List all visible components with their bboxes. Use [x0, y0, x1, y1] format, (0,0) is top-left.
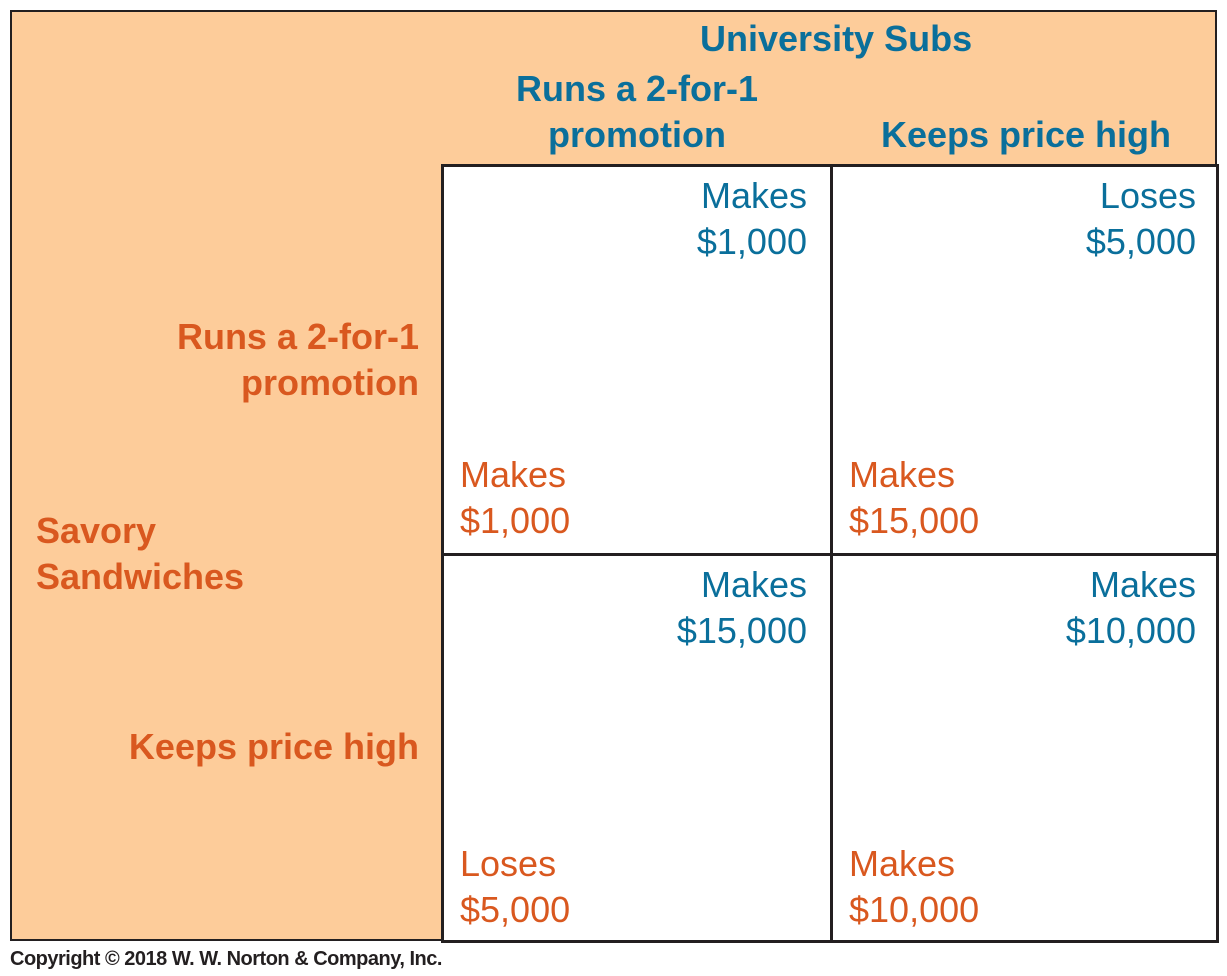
payoff-verb: Makes — [849, 454, 956, 495]
row-player-payoff: Makes $15,000 — [849, 452, 979, 544]
row-player-payoff: Makes $10,000 — [849, 841, 979, 933]
payoff-amount: $10,000 — [1065, 610, 1196, 651]
payoff-verb: Makes — [849, 843, 956, 884]
payoff-verb: Makes — [700, 564, 807, 605]
column-strategy-1-label: Runs a 2-for-1 promotion — [441, 66, 833, 158]
row-player-payoff: Loses $5,000 — [460, 841, 570, 933]
payoff-verb: Makes — [1089, 564, 1196, 605]
payoff-cell-promo-promo: Makes $1,000 Makes $1,000 — [444, 167, 827, 550]
row-player-line1: Savory — [36, 510, 157, 551]
copyright-notice: Copyright © 2018 W. W. Norton & Company,… — [10, 948, 442, 970]
payoff-verb: Loses — [1099, 175, 1196, 216]
column-strategy-1-line2: promotion — [548, 114, 726, 155]
payoff-verb: Loses — [460, 843, 557, 884]
payoff-amount: $5,000 — [460, 889, 571, 930]
payoff-cell-promo-high: Loses $5,000 Makes $15,000 — [833, 167, 1216, 550]
payoff-verb: Makes — [460, 454, 567, 495]
grid-horizontal-divider — [444, 553, 1216, 556]
payoff-amount: $15,000 — [849, 500, 980, 541]
payoff-verb: Makes — [700, 175, 807, 216]
column-player-payoff: Makes $15,000 — [677, 562, 807, 654]
payoff-amount: $5,000 — [1085, 221, 1196, 262]
row-player-line2: Sandwiches — [36, 556, 245, 597]
payoff-amount: $1,000 — [460, 500, 571, 541]
payoff-cell-high-high: Makes $10,000 Makes $10,000 — [833, 556, 1216, 939]
column-player-payoff: Loses $5,000 — [1086, 173, 1196, 265]
row-player-label: Savory Sandwiches — [36, 508, 244, 600]
column-player-label: University Subs — [700, 18, 973, 59]
row-strategy-1-line1: Runs a 2-for-1 — [176, 316, 419, 357]
row-strategy-2-label: Keeps price high — [128, 726, 419, 767]
payoff-grid: Makes $1,000 Makes $1,000 Loses $5,000 M… — [441, 164, 1219, 943]
column-strategy-2-label: Keeps price high — [880, 114, 1172, 155]
payoff-amount: $1,000 — [696, 221, 807, 262]
column-player-payoff: Makes $1,000 — [697, 173, 807, 265]
row-player-payoff: Makes $1,000 — [460, 452, 570, 544]
column-player-payoff: Makes $10,000 — [1066, 562, 1196, 654]
row-strategy-1-label: Runs a 2-for-1 promotion — [177, 314, 419, 406]
payoff-amount: $10,000 — [849, 889, 980, 930]
payoff-amount: $15,000 — [676, 610, 807, 651]
column-strategy-1-line1: Runs a 2-for-1 — [515, 68, 759, 109]
row-strategy-1-line2: promotion — [241, 362, 419, 403]
payoff-cell-high-promo: Makes $15,000 Loses $5,000 — [444, 556, 827, 939]
